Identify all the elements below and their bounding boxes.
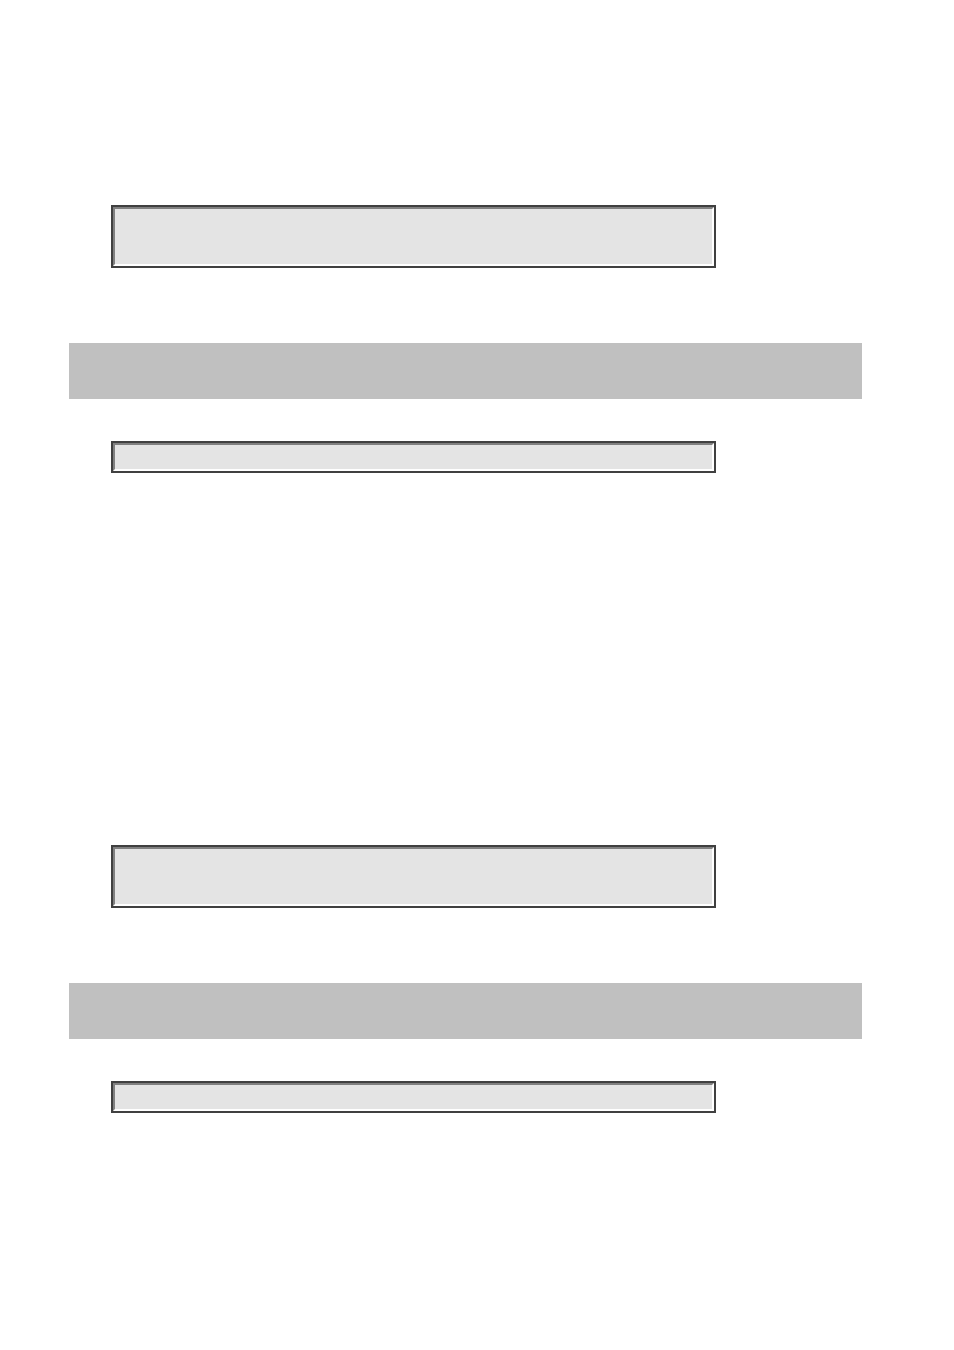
inset-box-inner-2 (113, 443, 714, 471)
flat-bar-4 (69, 983, 862, 1039)
inset-box-5 (111, 1081, 716, 1113)
inset-box-0 (111, 205, 716, 268)
inset-box-inner-0 (113, 207, 714, 266)
inset-box-2 (111, 441, 716, 473)
inset-box-3 (111, 845, 716, 908)
inset-box-inner-3 (113, 847, 714, 906)
flat-bar-1 (69, 343, 862, 399)
inset-box-inner-5 (113, 1083, 714, 1111)
